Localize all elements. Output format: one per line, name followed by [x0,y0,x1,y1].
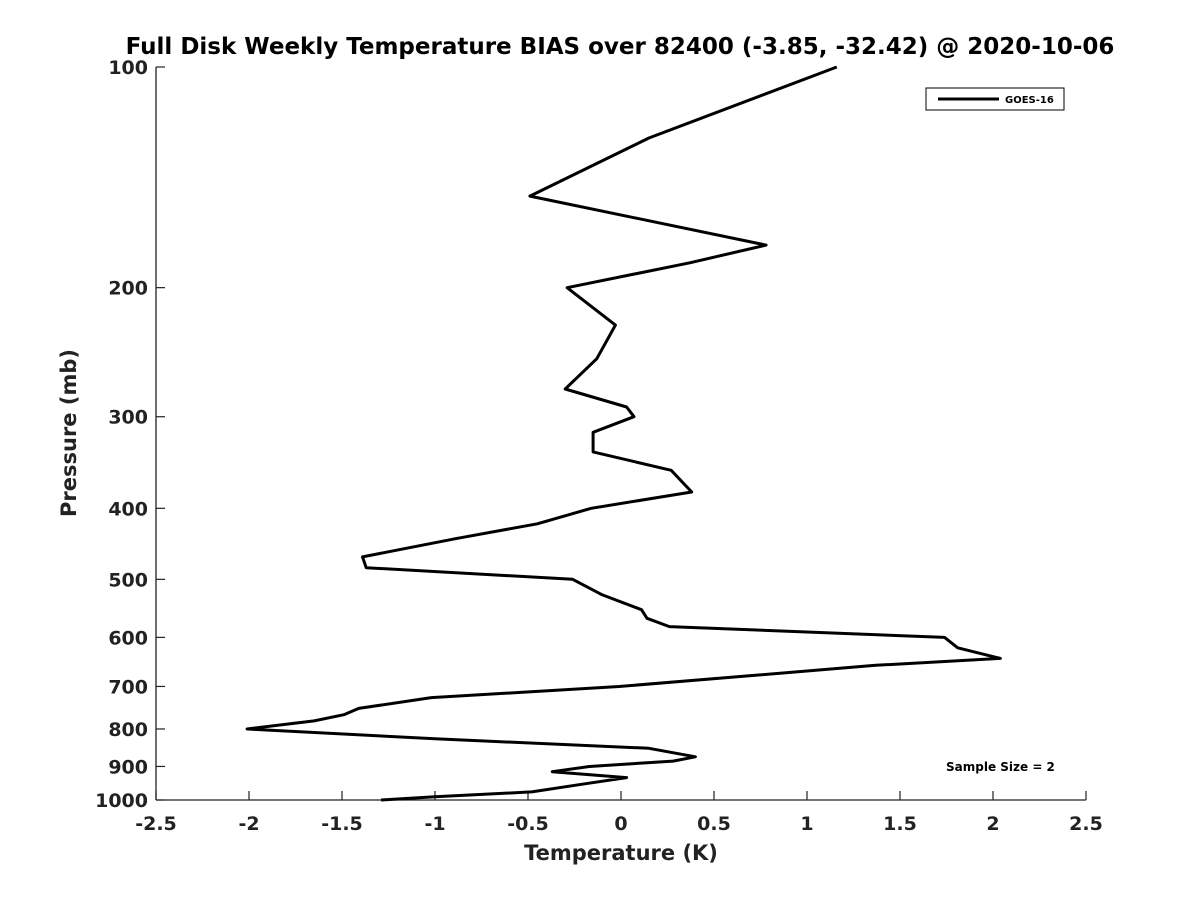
x-tick-label: 2 [986,813,999,835]
x-tick-label: -1 [424,813,445,835]
chart-title: Full Disk Weekly Temperature BIAS over 8… [126,34,1115,60]
y-axis-ticks: 100 200 300 400 500 600 700 800 900 1000 [95,57,165,812]
y-tick-label: 400 [108,498,148,520]
plot-area [156,67,1086,800]
series-line-goes-16 [245,65,1002,802]
series-layer [245,65,1002,802]
y-tick-label: 100 [108,57,148,79]
x-axis-label: Temperature (K) [524,841,718,865]
x-tick-label: 0 [614,813,627,835]
y-tick-label: 500 [108,569,148,591]
y-tick-label: 200 [108,278,148,300]
x-tick-label: 1.5 [883,813,917,835]
y-tick-label: 700 [108,676,148,698]
legend: GOES-16 [925,87,1065,111]
legend-label-goes-16: GOES-16 [1005,95,1054,106]
sample-size-annotation: Sample Size = 2 [946,760,1055,774]
y-axis-label: Pressure (mb) [57,349,81,517]
x-axis-ticks: -2.5 -2 -1.5 -1 -0.5 0 0.5 1 1.5 2 2.5 [135,791,1103,835]
x-tick-label: -0.5 [507,813,549,835]
y-tick-label: 800 [108,719,148,741]
y-tick-label: 300 [108,407,148,429]
x-tick-label: 2.5 [1069,813,1103,835]
y-tick-label: 600 [108,627,148,649]
x-tick-label: -2.5 [135,813,177,835]
x-tick-label: 0.5 [697,813,731,835]
x-tick-label: -2 [238,813,259,835]
x-tick-label: 1 [800,813,813,835]
x-tick-label: -1.5 [321,813,363,835]
y-tick-label: 900 [108,756,148,778]
y-tick-label: 1000 [95,790,148,812]
